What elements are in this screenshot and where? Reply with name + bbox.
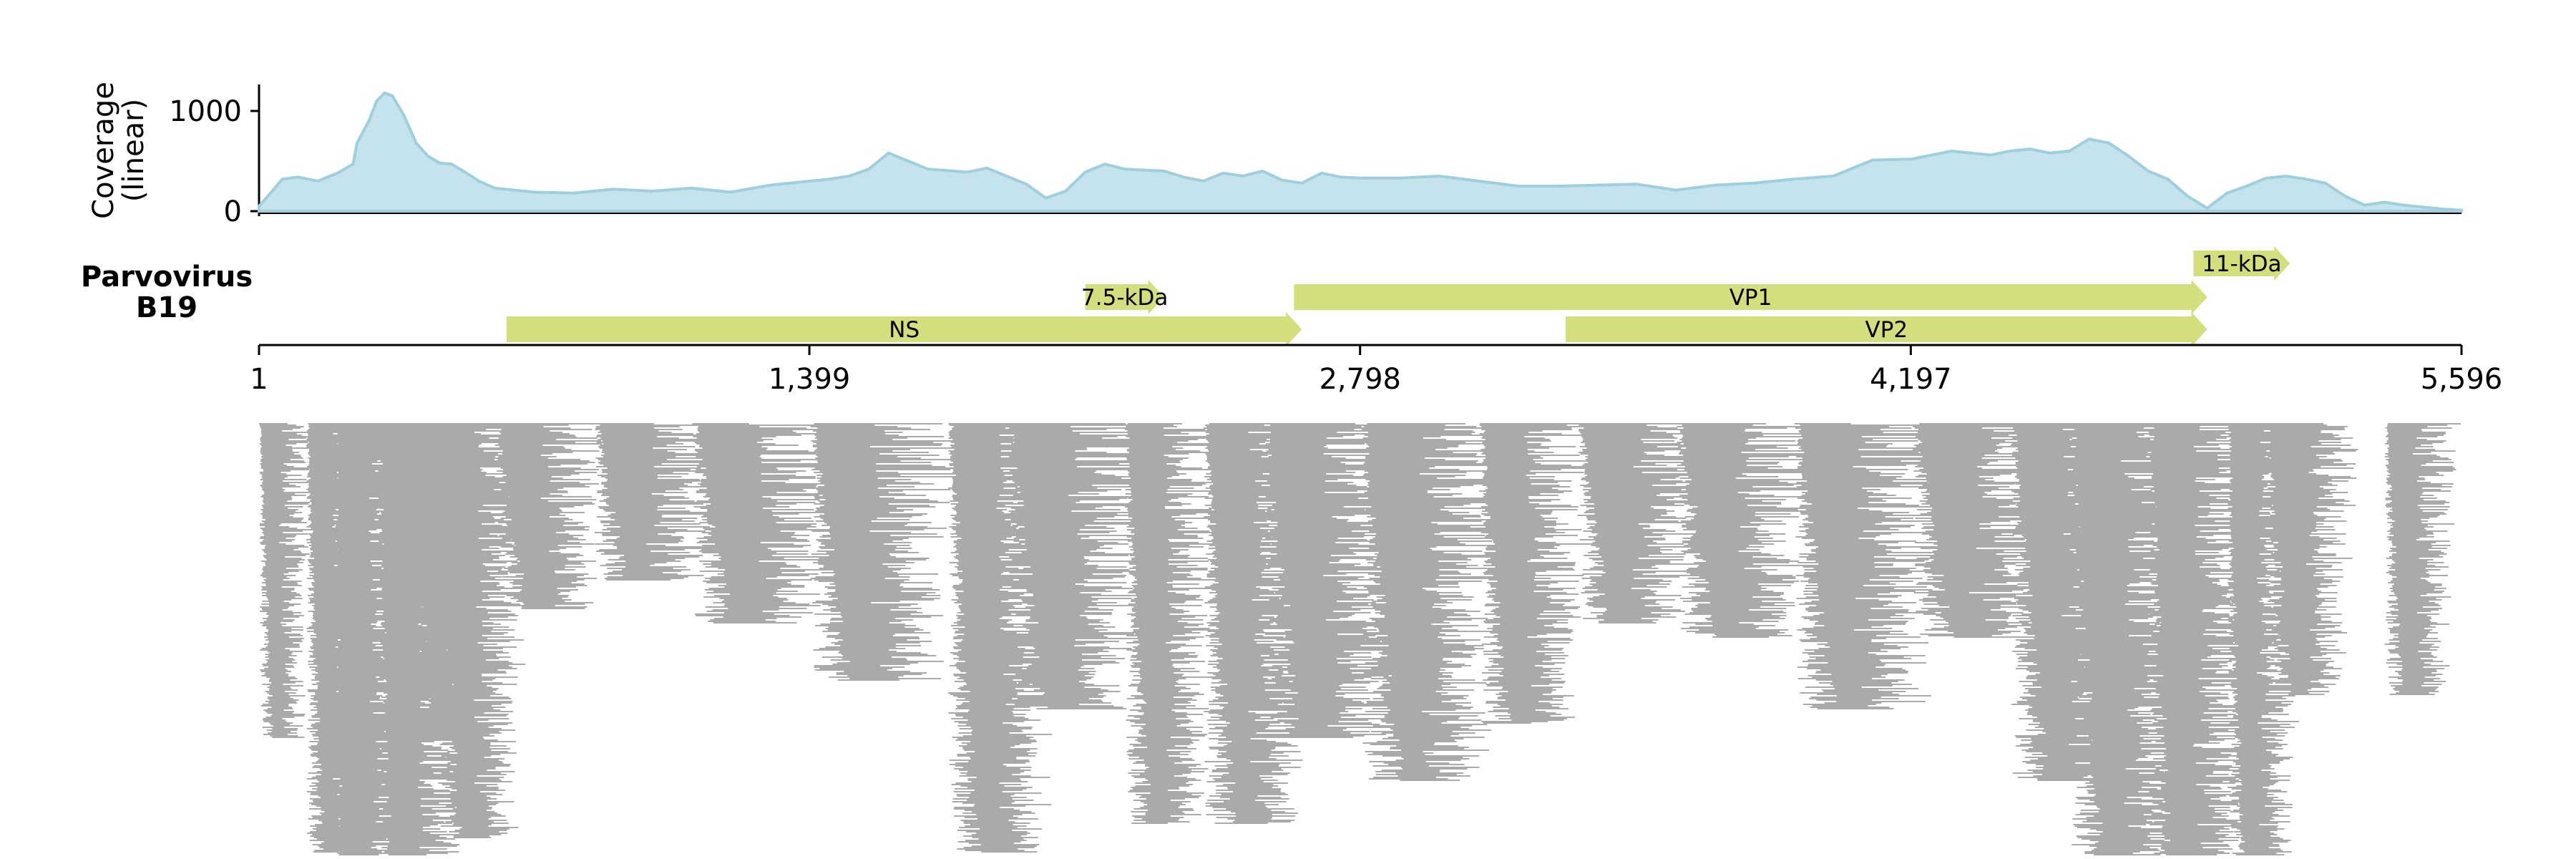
genome-tick-label-1: 1,399 — [769, 363, 851, 396]
genome-name-line1: Parvovirus — [81, 261, 253, 293]
reads-pileup — [259, 423, 2461, 855]
coverage-ytick-0: 0 — [224, 195, 259, 228]
read-cluster-12 — [1125, 423, 1217, 824]
read-cluster-0 — [259, 423, 312, 738]
read-cluster-9 — [810, 423, 959, 681]
gene-label-11-kda: 11-kDa — [2202, 251, 2281, 277]
gene-label-vp1: VP1 — [1729, 285, 1772, 311]
gene-track: NS 7.5-kDa VP1 VP2 11-kDa — [507, 246, 2290, 346]
genome-tick-label-3: 4,197 — [1870, 363, 1952, 396]
gene-arrow-11-kda — [2193, 246, 2290, 281]
read-cluster-18 — [1677, 423, 1825, 638]
genome-axis: 1 1,399 2,798 4,197 5,596 — [250, 344, 2502, 396]
read-cluster-14 — [1263, 423, 1414, 738]
coverage-ytick-1000: 1000 — [169, 95, 259, 128]
genome-tick-label-0: 1 — [250, 363, 268, 396]
read-cluster-15 — [1361, 423, 1513, 781]
coverage-ytick-label-1000: 1000 — [169, 95, 242, 128]
gene-arrow-vp2 — [1565, 312, 2207, 346]
gene-label-ns: NS — [889, 317, 919, 343]
read-cluster-16 — [1479, 423, 1592, 724]
read-cluster-17 — [1577, 423, 1708, 623]
read-cluster-8 — [692, 423, 839, 623]
gene-arrow-vp1 — [1294, 280, 2207, 314]
coverage-ylabel-line1: Coverage — [87, 82, 120, 219]
coverage-area — [258, 91, 2463, 213]
read-cluster-19 — [1794, 423, 1948, 709]
gene-arrow-ns — [507, 312, 1302, 346]
genome-ticks: 1 1,399 2,798 4,197 5,596 — [250, 345, 2502, 396]
read-cluster-11 — [1007, 423, 1157, 709]
read-cluster-5 — [436, 423, 534, 838]
read-cluster-7 — [595, 423, 722, 581]
coverage-ylabel-line2: (linear) — [117, 99, 150, 202]
read-cluster-20 — [1912, 423, 2063, 638]
gene-arrow-7-5-kda — [1085, 280, 1164, 314]
genome-tick-label-4: 5,596 — [2421, 363, 2503, 396]
coverage-panel: Coverage (linear) 0 1000 — [87, 82, 2463, 228]
genome-name-line2: B19 — [136, 291, 197, 324]
read-cluster-22 — [2069, 423, 2200, 855]
genome-tick-label-2: 2,798 — [1319, 363, 1401, 396]
gene-label-vp2: VP2 — [1865, 317, 1908, 343]
gene-label-7-5-kda: 7.5-kDa — [1081, 285, 1168, 311]
read-cluster-6 — [494, 423, 605, 609]
coverage-ytick-label-0: 0 — [224, 195, 242, 228]
